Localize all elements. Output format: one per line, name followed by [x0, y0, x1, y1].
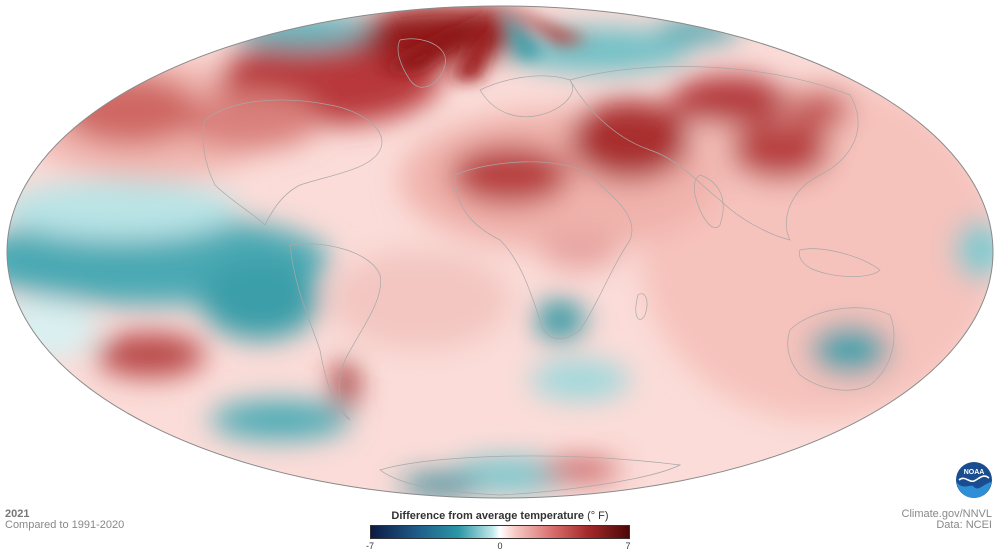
globe-outline: [6, 5, 994, 499]
legend-min-label: -7: [365, 541, 375, 551]
arctic-streaks: [380, 6, 590, 80]
year-label: 2021: [5, 508, 30, 520]
legend-mid-label: 0: [497, 541, 503, 551]
site-credit: Climate.gov/NNVL: [901, 508, 992, 520]
data-credit: Data: NCEI: [936, 519, 992, 531]
legend-ticks: -7 0 7: [366, 539, 631, 551]
legend-color-bar: [370, 525, 630, 539]
color-legend: Difference from average temperature (° F…: [366, 510, 631, 551]
logo-text: NOAA: [964, 469, 985, 476]
baseline-label: Compared to 1991-2020: [5, 519, 125, 531]
legend-unit: (° F): [587, 510, 609, 522]
coastlines: [202, 38, 942, 496]
noaa-logo-icon: NOAA: [956, 462, 992, 498]
temperature-anomaly-map: [6, 5, 994, 499]
legend-title: Difference from average temperature (° F…: [370, 510, 630, 522]
legend-title-text: Difference from average temperature: [391, 510, 584, 522]
legend-max-label: 7: [625, 541, 631, 551]
